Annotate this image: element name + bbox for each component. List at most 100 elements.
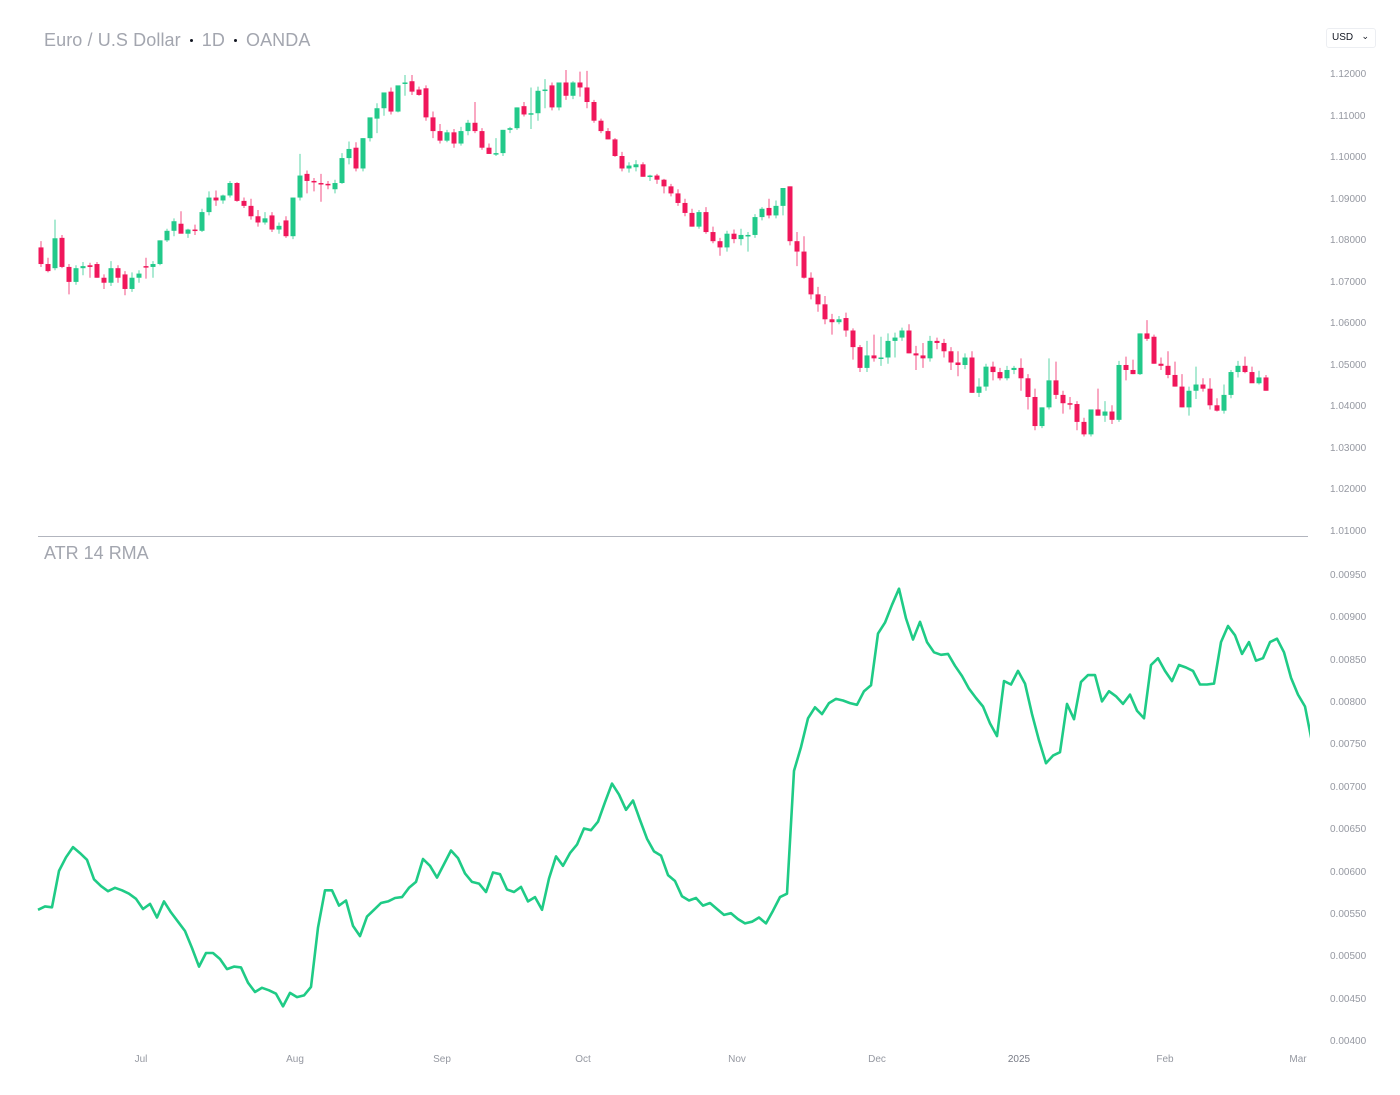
candle	[1165, 351, 1171, 379]
candle	[1011, 365, 1017, 375]
time-axis-label: Mar	[1289, 1054, 1307, 1065]
pane-divider[interactable]	[38, 536, 1308, 537]
candle	[955, 351, 961, 377]
candle	[591, 99, 597, 123]
candle	[353, 142, 359, 172]
price-axis-label: 1.03000	[1330, 442, 1367, 454]
candle	[1221, 384, 1227, 414]
candle	[696, 210, 702, 229]
currency-select[interactable]: USD ⌄	[1326, 28, 1376, 48]
candle	[304, 170, 310, 194]
time-axis-label: Oct	[575, 1054, 591, 1065]
candle	[1200, 378, 1206, 392]
candle	[346, 141, 352, 165]
atr-axis-label: 0.00950	[1330, 570, 1367, 581]
candle	[801, 236, 807, 279]
atr-axis-label: 0.00400	[1330, 1036, 1367, 1047]
time-axis-label: Feb	[1156, 1054, 1174, 1065]
candle	[486, 143, 492, 154]
candle	[248, 198, 254, 220]
candle	[563, 70, 569, 100]
candle	[255, 210, 261, 227]
price-axis-label: 1.04000	[1330, 401, 1367, 413]
candle	[752, 214, 758, 238]
candle	[773, 200, 779, 219]
candle	[598, 118, 604, 134]
candle	[920, 342, 926, 368]
candle	[164, 228, 170, 243]
candle	[493, 138, 499, 157]
candle	[136, 270, 142, 283]
candle	[199, 208, 205, 233]
price-axis-label: 1.02000	[1330, 484, 1367, 496]
candle	[150, 261, 156, 278]
candle	[612, 138, 618, 157]
candle	[899, 327, 905, 341]
candle	[234, 182, 240, 202]
candle	[1193, 366, 1199, 400]
candle	[913, 345, 919, 370]
indicator-label[interactable]: ATR 14 RMA	[44, 543, 149, 563]
candle	[654, 173, 660, 184]
candle	[969, 351, 975, 393]
atr-axis-label: 0.00850	[1330, 654, 1367, 666]
candle	[143, 257, 149, 279]
price-axis-label: 1.07000	[1330, 276, 1367, 288]
atr-axis-label: 0.00500	[1330, 951, 1367, 963]
candle	[66, 264, 72, 295]
candle	[122, 271, 128, 296]
candle	[297, 153, 303, 201]
candle	[1025, 374, 1031, 410]
candle	[661, 178, 667, 194]
candle	[52, 219, 58, 271]
candle	[381, 92, 387, 116]
candle	[1186, 386, 1192, 416]
candle	[1109, 405, 1115, 424]
candle	[1088, 409, 1094, 437]
candle	[1130, 359, 1136, 375]
candle	[1242, 356, 1248, 374]
candle	[745, 232, 751, 252]
candle	[227, 180, 233, 198]
candle	[220, 194, 226, 204]
chevron-down-icon: ⌄	[1361, 31, 1369, 41]
candle	[311, 178, 317, 192]
candle	[633, 160, 639, 172]
candle	[80, 261, 86, 276]
candle	[451, 129, 457, 148]
candle	[647, 174, 653, 181]
interval-label[interactable]: 1D	[201, 30, 225, 50]
price-axis-label: 1.08000	[1330, 235, 1367, 247]
atr-axis-label: 0.00700	[1330, 781, 1367, 793]
time-axis-label: Aug	[286, 1054, 304, 1065]
currency-value: USD	[1332, 32, 1354, 43]
candle	[1214, 398, 1220, 412]
candle	[1053, 361, 1059, 400]
candle	[395, 85, 401, 113]
candle	[556, 82, 562, 111]
candle	[290, 197, 296, 240]
candle	[997, 367, 1003, 381]
candle	[885, 333, 891, 364]
candle	[640, 162, 646, 177]
candle	[1095, 388, 1101, 416]
source-label: OANDA	[245, 30, 311, 50]
candle	[738, 228, 744, 246]
candle	[38, 241, 44, 267]
candle	[479, 128, 485, 150]
candle	[507, 126, 513, 134]
candle	[465, 119, 471, 136]
candle	[108, 261, 114, 287]
candle	[402, 75, 408, 96]
candle	[857, 345, 863, 373]
candle	[1158, 357, 1164, 370]
candle	[1179, 374, 1185, 408]
candle	[1060, 390, 1066, 414]
candle	[906, 324, 912, 354]
candle	[794, 232, 800, 267]
candle	[1102, 401, 1108, 422]
price-pane[interactable]	[0, 0, 1310, 540]
candle	[437, 124, 443, 144]
candle	[962, 353, 968, 370]
candle	[318, 173, 324, 202]
